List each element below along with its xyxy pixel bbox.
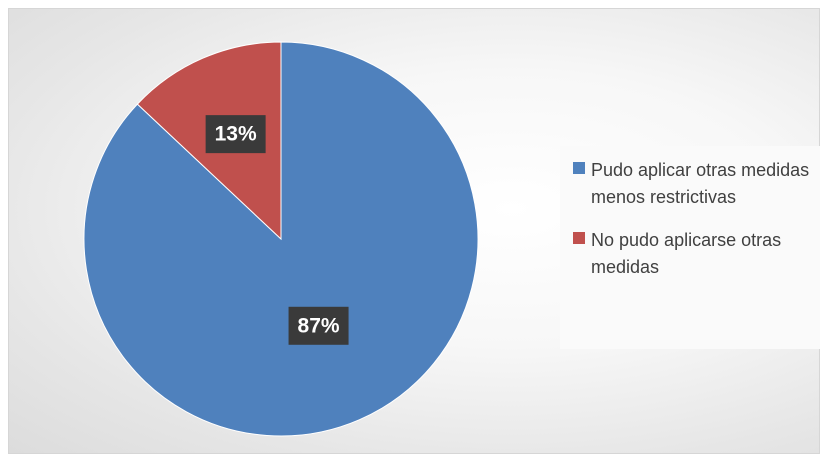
chart-area: 87% 13% Pudo aplicar otras medidas menos …: [8, 8, 820, 454]
pie-slices: [83, 41, 479, 437]
legend-label-1: Pudo aplicar otras medidas menos restric…: [591, 160, 810, 207]
legend-swatch-red: [573, 232, 585, 244]
data-label-2: 13%: [205, 115, 266, 154]
legend-item-2: No pudo aplicarse otras medidas: [573, 227, 820, 281]
data-label-text-1: 87%: [298, 314, 340, 337]
data-label-text-2: 13%: [215, 123, 257, 146]
data-label-box-1: [288, 306, 349, 345]
pie-slice-1: [83, 41, 479, 437]
data-label-1: 87%: [288, 306, 349, 345]
legend: Pudo aplicar otras medidas menos restric…: [560, 146, 820, 349]
data-labels: 87% 13%: [205, 115, 349, 345]
legend-label-2: No pudo aplicarse otras medidas: [591, 230, 782, 277]
legend-item-1: Pudo aplicar otras medidas menos restric…: [573, 157, 820, 211]
legend-swatch-blue: [573, 162, 585, 174]
data-label-box-2: [205, 115, 266, 154]
pie-chart: 87% 13%: [83, 41, 479, 437]
